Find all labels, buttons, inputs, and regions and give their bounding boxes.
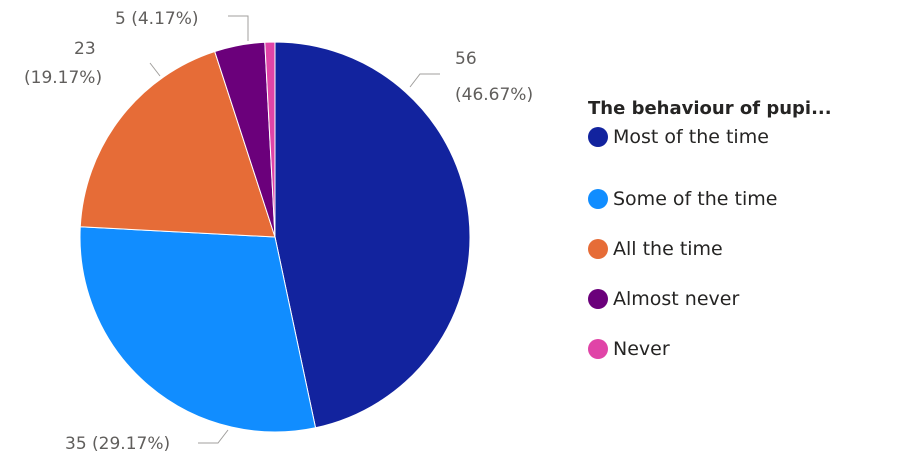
leader-line-almost-never [228, 15, 249, 41]
legend-label-almost-never: Almost never [613, 288, 740, 310]
pie-slice-some-of-the-time[interactable] [79, 226, 317, 433]
legend-dot-all-the-time [588, 239, 608, 259]
legend-title: The behaviour of pupi... [588, 98, 832, 119]
data-label-most-of-the-time-value: 56 [455, 49, 477, 69]
data-label-almost-never: 5 (4.17%) [115, 9, 199, 29]
legend-item-most-of-the-time[interactable]: Most of the time [588, 124, 832, 150]
legend-items: Most of the time Some of the time All th… [588, 124, 832, 374]
data-label-all-the-time-value: 23 [74, 39, 96, 59]
leader-line-all-the-time [149, 62, 161, 77]
legend-label-all-the-time: All the time [613, 238, 723, 260]
leader-line-some-of-the-time [198, 429, 229, 444]
legend-item-almost-never[interactable]: Almost never [588, 274, 832, 324]
legend-label-never: Never [613, 338, 670, 360]
legend-dot-almost-never [588, 289, 608, 309]
pie-slice-most-of-the-time[interactable] [274, 41, 471, 429]
data-label-most-of-the-time-percent: (46.67%) [455, 85, 533, 105]
legend-label-most-of-the-time: Most of the time [613, 126, 769, 148]
legend-dot-some-of-the-time [588, 189, 608, 209]
legend-label-some-of-the-time: Some of the time [613, 188, 778, 210]
data-label-all-the-time-percent: (19.17%) [24, 68, 102, 88]
legend-item-never[interactable]: Never [588, 324, 832, 374]
pie-slice-never[interactable] [264, 41, 276, 238]
legend: The behaviour of pupi... Most of the tim… [588, 98, 832, 374]
leader-line-most-of-the-time [409, 73, 440, 88]
legend-item-some-of-the-time[interactable]: Some of the time [588, 174, 832, 224]
data-label-some-of-the-time: 35 (29.17%) [65, 434, 170, 454]
pie-slice-all-the-time[interactable] [79, 50, 276, 238]
legend-dot-most-of-the-time [588, 127, 608, 147]
legend-dot-never [588, 339, 608, 359]
legend-item-all-the-time[interactable]: All the time [588, 224, 832, 274]
